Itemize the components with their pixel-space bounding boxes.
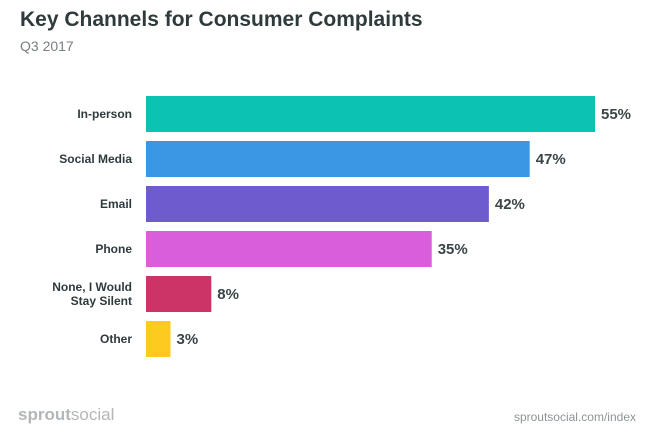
chart-subtitle: Q3 2017 — [20, 38, 74, 54]
brand-logo-part2: social — [70, 405, 115, 424]
value-label-1: 47% — [536, 151, 566, 168]
category-label-4-line-1: Stay Silent — [71, 294, 132, 308]
category-label-1: Social Media — [59, 152, 132, 166]
bar-3 — [146, 231, 432, 267]
brand-logo: sproutsocial — [18, 405, 114, 425]
value-label-2: 42% — [495, 196, 525, 213]
value-label-3: 35% — [438, 241, 468, 258]
brand-logo-part1: sprout — [18, 405, 71, 424]
source-link[interactable]: sproutsocial.com/index — [513, 410, 636, 424]
category-label-3: Phone — [95, 242, 132, 256]
chart-title: Key Channels for Consumer Complaints — [20, 8, 423, 31]
bar-5 — [146, 321, 171, 357]
value-label-4: 8% — [217, 286, 239, 303]
category-label-4-line-0: None, I Would — [52, 280, 132, 294]
value-label-0: 55% — [601, 106, 631, 123]
category-label-5: Other — [100, 332, 132, 346]
category-label-0: In-person — [77, 107, 132, 121]
category-label-2: Email — [100, 197, 132, 211]
bar-2 — [146, 186, 489, 222]
bar-4 — [146, 276, 212, 312]
bar-1 — [146, 141, 530, 177]
value-label-5: 3% — [176, 331, 198, 348]
bar-0 — [146, 96, 595, 132]
